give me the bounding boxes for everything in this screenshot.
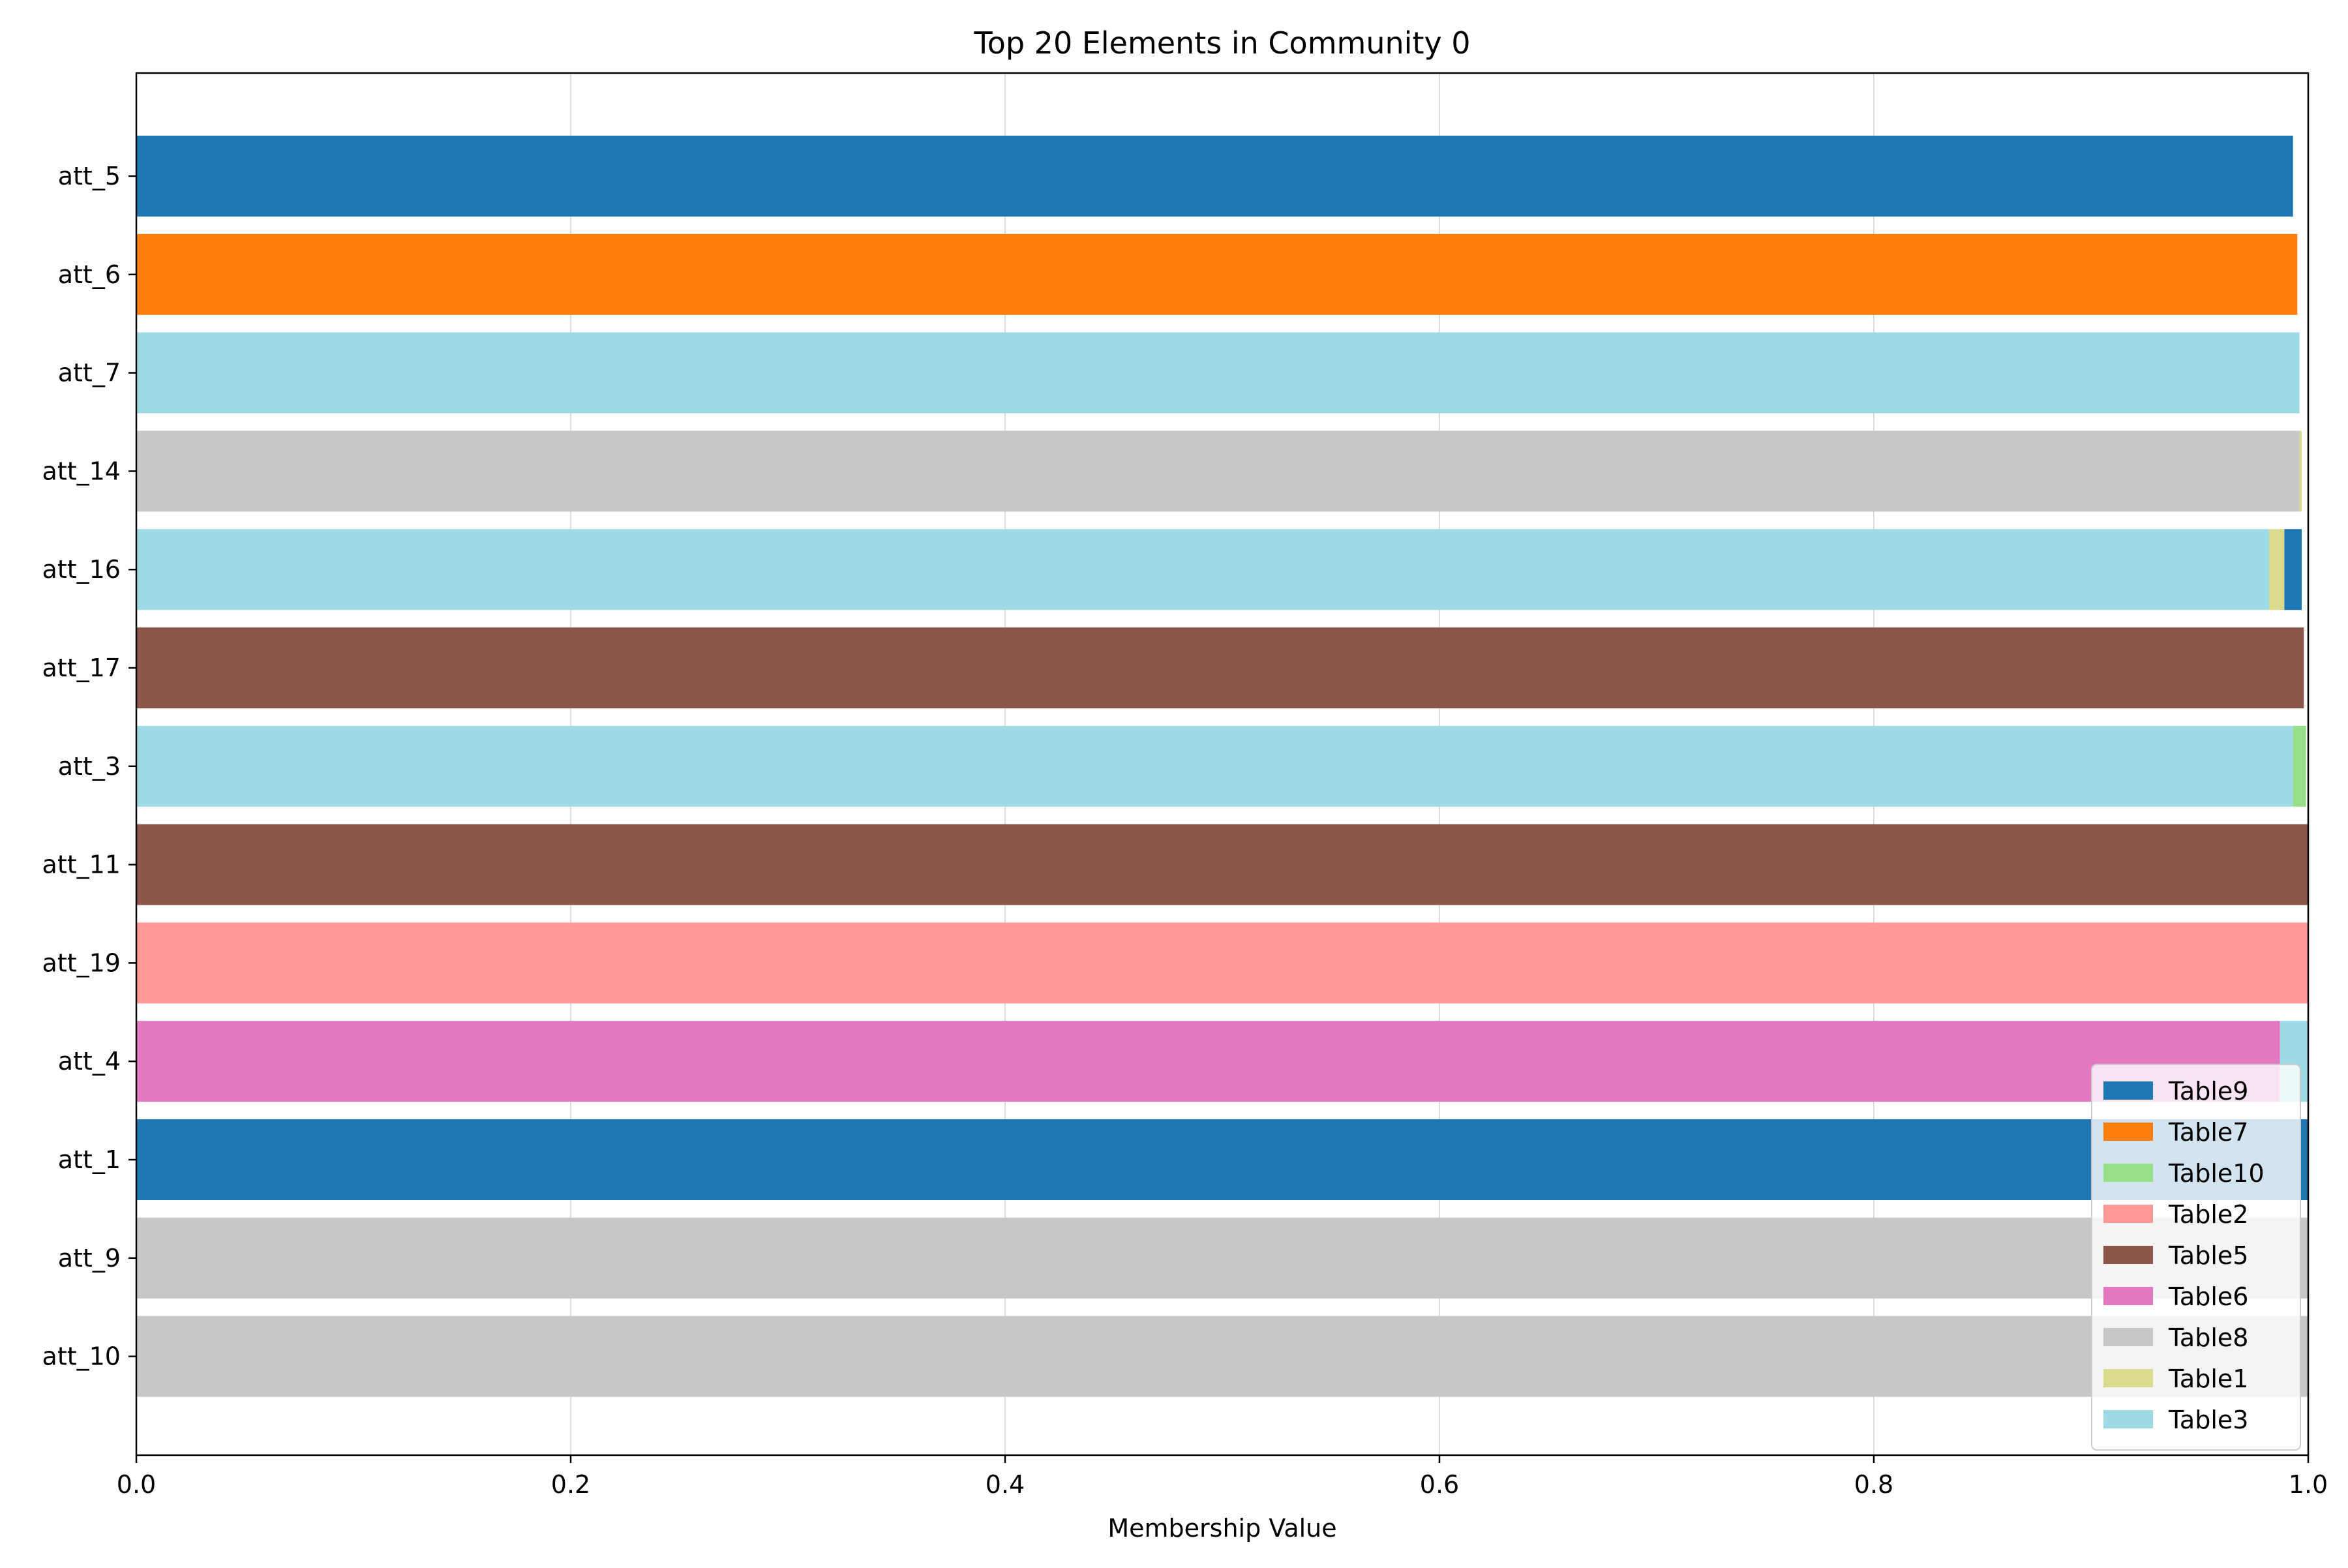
axes [135, 72, 2310, 1456]
legend-label-table7: Table7 [2168, 1118, 2248, 1147]
legend-swatch-table1 [2103, 1369, 2153, 1387]
legend-label-table6: Table6 [2168, 1282, 2248, 1311]
legend-swatch-table6 [2103, 1287, 2153, 1305]
bar-segment-att_7-table3 [136, 332, 2300, 414]
y-tick-label: att_4 [58, 1047, 121, 1076]
legend-label-table5: Table5 [2168, 1241, 2248, 1270]
legend-swatch-table9 [2103, 1081, 2153, 1100]
bar-segment-att_14-table1 [2299, 430, 2302, 512]
legend-label-table8: Table8 [2168, 1323, 2248, 1352]
bar-segment-att_1-table9 [136, 1119, 2308, 1200]
bar-segment-att_4-table6 [136, 1021, 2280, 1102]
legend-label-table1: Table1 [2168, 1364, 2248, 1393]
bar-segment-att_19-table2 [136, 922, 2308, 1004]
bar-segment-att_16-table1 [2269, 529, 2285, 611]
x-tick-label: 0.6 [1420, 1470, 1459, 1499]
legend[interactable]: Table9 Table7 Table10 Table2 Table5 Table6 Tab… [2091, 1064, 2301, 1451]
legend-swatch-table2 [2103, 1205, 2153, 1223]
bar-segment-att_3-table3 [136, 725, 2293, 807]
legend-swatch-table10 [2103, 1164, 2153, 1182]
legend-swatch-table8 [2103, 1328, 2153, 1346]
y-tick-label: att_11 [42, 851, 121, 879]
y-tick-label: att_5 [58, 162, 121, 190]
bar-segment-att_16-table3 [136, 529, 2270, 611]
bars [136, 136, 2308, 1397]
legend-box [2091, 1064, 2301, 1451]
x-tick-label: 1.0 [2289, 1470, 2328, 1499]
y-tick-label: att_9 [58, 1244, 121, 1273]
x-axis-label: Membership Value [1107, 1514, 1336, 1543]
y-tick-label: att_10 [42, 1342, 121, 1371]
bar-segment-att_11-table5 [136, 824, 2308, 905]
legend-swatch-table7 [2103, 1123, 2153, 1141]
bar-segment-att_9-table8 [136, 1217, 2308, 1299]
x-tick-label: 0.2 [551, 1470, 590, 1499]
bar-segment-att_10-table8 [136, 1316, 2308, 1397]
bar-segment-att_6-table7 [136, 234, 2298, 315]
y-tick-label: att_6 [58, 260, 121, 289]
y-tick-label: att_1 [58, 1145, 121, 1174]
bar-segment-att_5-table9 [136, 136, 2293, 217]
chart-title: Top 20 Elements in Community 0 [973, 25, 1470, 61]
y-tick-label: att_17 [42, 654, 121, 682]
y-tick-label: att_14 [42, 457, 121, 485]
bar-segment-att_3-table10 [2293, 725, 2306, 807]
x-tick-label: 0.8 [1854, 1470, 1893, 1499]
bar-segment-att_17-table5 [136, 627, 2304, 708]
legend-label-table3: Table3 [2168, 1406, 2248, 1434]
plot-frame [135, 72, 2310, 1456]
tick-labels: 0.0 0.2 0.4 0.6 0.8 1.0 att_5 att_6 att_7 att_14a… [42, 162, 2328, 1499]
legend-label-table10: Table10 [2168, 1159, 2265, 1188]
legend-label-table2: Table2 [2168, 1200, 2248, 1229]
y-tick-label: att_16 [42, 555, 121, 584]
bar-segment-att_14-table8 [136, 430, 2300, 512]
y-tick-label: att_3 [58, 752, 121, 781]
bar-segment-att_16-table9 [2284, 529, 2302, 611]
legend-label-table9: Table9 [2168, 1077, 2248, 1106]
x-tick-label: 0.4 [986, 1470, 1025, 1499]
legend-swatch-table5 [2103, 1246, 2153, 1264]
y-tick-label: att_7 [58, 359, 121, 387]
x-tick-label: 0.0 [117, 1470, 156, 1499]
y-tick-label: att_19 [42, 948, 121, 977]
legend-swatch-table3 [2103, 1410, 2153, 1428]
